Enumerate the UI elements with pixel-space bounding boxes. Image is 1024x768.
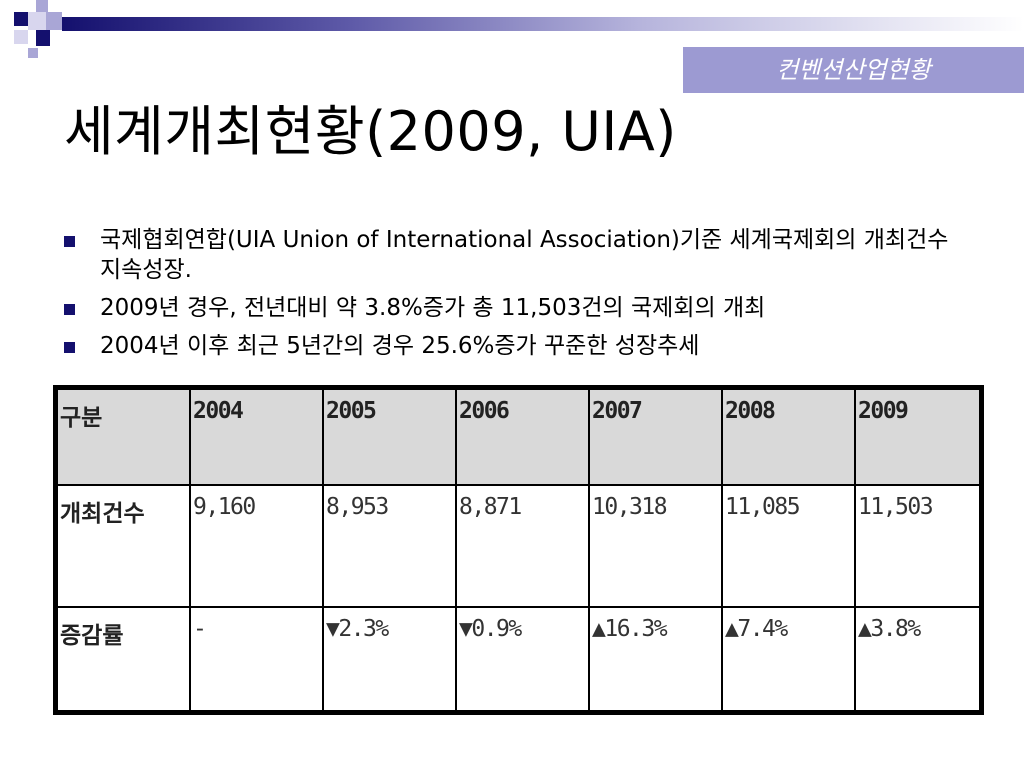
bullet-text: 2009년 경우, 전년대비 약 3.8%증가 총 11,503건의 국제회의 … xyxy=(100,295,766,321)
decor-square xyxy=(28,48,38,58)
decor-square xyxy=(14,30,28,44)
decor-square xyxy=(46,12,62,30)
column-header: 구분 xyxy=(56,388,191,486)
column-header: 2004 xyxy=(189,388,324,486)
decor-square xyxy=(36,0,48,12)
table-row: 증감률 - ▼2.3% ▼0.9% ▲16.3% ▲7.4% ▲3.8% xyxy=(56,606,981,712)
square-bullet-icon xyxy=(64,236,75,247)
slide-title: 세계개최현황(2009, UIA) xyxy=(64,100,677,163)
row-header: 증감률 xyxy=(56,606,191,712)
bullet-text: 2004년 이후 최근 5년간의 경우 25.6%증가 꾸준한 성장추세 xyxy=(100,333,700,359)
table-cell: ▲7.4% xyxy=(721,606,856,712)
table-cell: 8,953 xyxy=(322,484,457,608)
table-cell: ▲3.8% xyxy=(854,606,981,712)
column-header: 2008 xyxy=(721,388,856,486)
column-header: 2005 xyxy=(322,388,457,486)
statistics-table: 구분 2004 2005 2006 2007 2008 2009 개최건수 9,… xyxy=(53,385,984,715)
column-header: 2006 xyxy=(455,388,590,486)
bullet-text: 국제협회연합(UIA Union of International Associ… xyxy=(100,227,949,283)
row-header: 개최건수 xyxy=(56,484,191,608)
top-gradient-bar xyxy=(62,17,1024,31)
table-cell: 8,871 xyxy=(455,484,590,608)
table-cell: ▲16.3% xyxy=(588,606,723,712)
bullet-list: 국제협회연합(UIA Union of International Associ… xyxy=(60,225,960,369)
decor-square xyxy=(36,30,50,46)
square-bullet-icon xyxy=(64,304,75,315)
bullet-item: 2004년 이후 최근 5년간의 경우 25.6%증가 꾸준한 성장추세 xyxy=(60,331,960,361)
table-cell: ▼0.9% xyxy=(455,606,590,712)
table-row: 개최건수 9,160 8,953 8,871 10,318 11,085 11,… xyxy=(56,484,981,608)
column-header: 2009 xyxy=(854,388,981,486)
bullet-item: 2009년 경우, 전년대비 약 3.8%증가 총 11,503건의 국제회의 … xyxy=(60,293,960,323)
table-cell: 10,318 xyxy=(588,484,723,608)
table-cell: - xyxy=(189,606,324,712)
decor-square xyxy=(28,12,46,30)
bullet-item: 국제협회연합(UIA Union of International Associ… xyxy=(60,225,960,285)
table-header-row: 구분 2004 2005 2006 2007 2008 2009 xyxy=(56,388,981,486)
column-header: 2007 xyxy=(588,388,723,486)
table-cell: ▼2.3% xyxy=(322,606,457,712)
table-cell: 11,085 xyxy=(721,484,856,608)
square-bullet-icon xyxy=(64,342,75,353)
section-tag: 컨벤션산업현황 xyxy=(683,47,1024,93)
decor-square xyxy=(14,12,28,26)
table-cell: 11,503 xyxy=(854,484,981,608)
table-cell: 9,160 xyxy=(189,484,324,608)
